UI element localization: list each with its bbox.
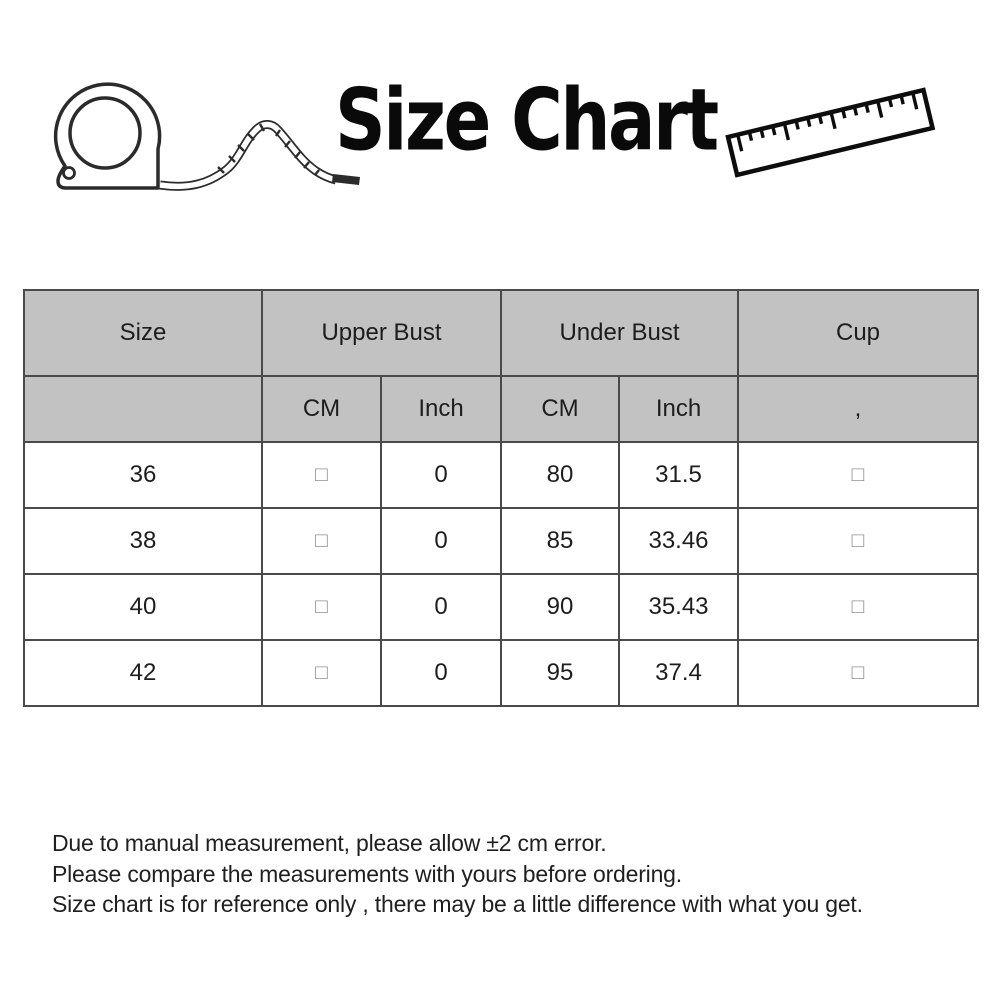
upper-bust-inch-cell: 0 (380, 441, 502, 509)
cup-cell: □ (737, 441, 979, 509)
unit-header-inch: Inch (618, 375, 739, 443)
col-header-under-bust: Under Bust (500, 289, 739, 377)
note-line: Due to manual measurement, please allow … (52, 830, 607, 856)
col-header-upper-bust: Upper Bust (261, 289, 502, 377)
tape-measure-icon (53, 82, 360, 191)
unit-header-blank (23, 375, 263, 443)
table-row: 40 □ 0 90 35.43 □ (23, 573, 979, 641)
note-line: Size chart is for reference only , there… (52, 891, 863, 917)
note-line: Please compare the measurements with you… (52, 860, 682, 887)
size-cell: 42 (23, 639, 263, 707)
table-row: 36 □ 0 80 31.5 □ (23, 441, 979, 509)
under-bust-inch-cell: 35.43 (618, 573, 739, 641)
footer-notes: Due to manual measurement, please allow … (52, 828, 863, 920)
table-row: 38 □ 0 85 33.46 □ (23, 507, 979, 575)
under-bust-cm-cell: 80 (500, 441, 620, 509)
cup-cell: □ (737, 573, 979, 641)
upper-bust-cm-cell: □ (261, 507, 382, 575)
ruler-icon (725, 87, 936, 178)
size-chart-table: Size Upper Bust Under Bust Cup CM Inch C… (23, 289, 979, 707)
header-unit-row: CM Inch CM Inch , (23, 375, 979, 443)
page-title: Size Chart (335, 70, 719, 170)
size-cell: 38 (23, 507, 263, 575)
upper-bust-cm-cell: □ (261, 573, 382, 641)
size-cell: 36 (23, 441, 263, 509)
table-row: 42 □ 0 95 37.4 □ (23, 639, 979, 707)
cup-cell: □ (737, 507, 979, 575)
upper-bust-cm-cell: □ (261, 639, 382, 707)
unit-header-inch: Inch (380, 375, 502, 443)
upper-bust-inch-cell: 0 (380, 573, 502, 641)
upper-bust-cm-cell: □ (261, 441, 382, 509)
under-bust-inch-cell: 31.5 (618, 441, 739, 509)
unit-header-cm: CM (261, 375, 382, 443)
col-header-size: Size (23, 289, 263, 377)
upper-bust-inch-cell: 0 (380, 507, 502, 575)
header-group-row: Size Upper Bust Under Bust Cup (23, 289, 979, 377)
cup-cell: □ (737, 639, 979, 707)
upper-bust-inch-cell: 0 (380, 639, 502, 707)
under-bust-cm-cell: 90 (500, 573, 620, 641)
under-bust-cm-cell: 85 (500, 507, 620, 575)
size-cell: 40 (23, 573, 263, 641)
under-bust-inch-cell: 33.46 (618, 507, 739, 575)
col-header-cup: Cup (737, 289, 979, 377)
unit-header-cup-mark: , (737, 375, 979, 443)
under-bust-inch-cell: 37.4 (618, 639, 739, 707)
under-bust-cm-cell: 95 (500, 639, 620, 707)
unit-header-cm: CM (500, 375, 620, 443)
